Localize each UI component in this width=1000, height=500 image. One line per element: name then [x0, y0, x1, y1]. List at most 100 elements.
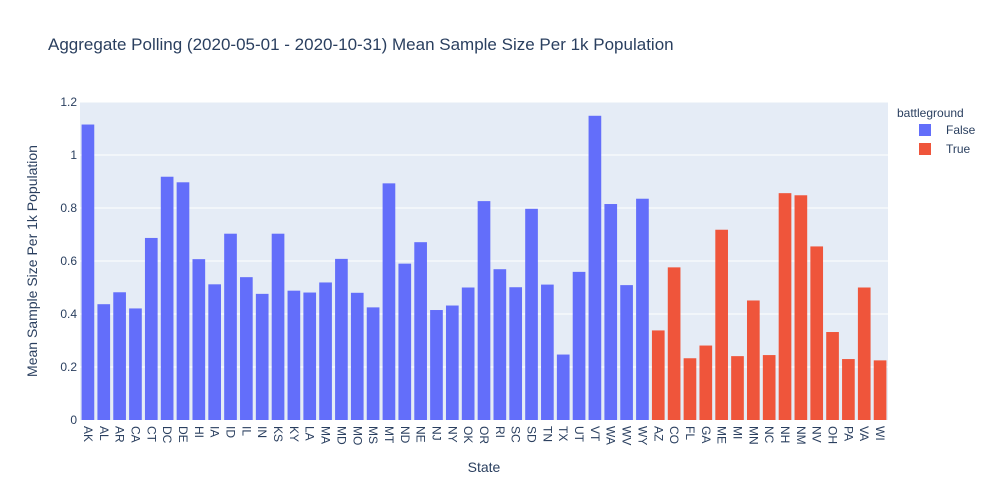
bar-ar[interactable]	[113, 292, 126, 420]
bar-mn[interactable]	[746, 300, 760, 420]
x-tick-label: FL	[683, 426, 697, 440]
bar-ut[interactable]	[572, 271, 586, 420]
bar-la[interactable]	[303, 292, 317, 420]
x-tick-label: MD	[334, 426, 348, 445]
x-tick-label: MN	[746, 426, 760, 445]
bar-ma[interactable]	[319, 282, 332, 420]
x-tick-label: NH	[778, 426, 792, 443]
bar-nh[interactable]	[778, 193, 792, 420]
bar-ak[interactable]	[81, 124, 95, 421]
chart-title: Aggregate Polling (2020-05-01 - 2020-10-…	[48, 35, 674, 54]
x-tick-label: WI	[873, 426, 887, 441]
bar-id[interactable]	[224, 233, 237, 420]
x-tick-label: MO	[350, 426, 364, 445]
bar-oh[interactable]	[826, 332, 839, 420]
x-tick-label: VA	[857, 426, 871, 441]
legend-label-false[interactable]: False	[946, 123, 976, 137]
bar-ks[interactable]	[271, 233, 285, 420]
x-tick-label: KS	[271, 426, 285, 442]
x-tick-label: CT	[144, 426, 158, 443]
bar-wa[interactable]	[604, 204, 618, 420]
bar-mo[interactable]	[350, 292, 364, 420]
x-tick-label: SD	[525, 426, 539, 443]
y-tick-label: 0.8	[60, 201, 77, 215]
bar-tx[interactable]	[556, 354, 570, 420]
x-tick-label: AR	[113, 426, 127, 443]
bar-ri[interactable]	[493, 269, 507, 420]
bar-dc[interactable]	[160, 176, 174, 420]
bar-ok[interactable]	[461, 287, 475, 421]
x-tick-label: NV	[810, 426, 824, 443]
bar-md[interactable]	[335, 258, 348, 420]
bar-ny[interactable]	[445, 305, 459, 420]
bar-nj[interactable]	[430, 310, 443, 420]
bar-me[interactable]	[715, 229, 728, 420]
bar-ga[interactable]	[699, 345, 713, 420]
x-tick-label: SC	[509, 426, 523, 443]
x-tick-label: IN	[255, 426, 269, 438]
bar-pa[interactable]	[842, 359, 855, 420]
bar-or[interactable]	[477, 201, 491, 420]
y-tick-label: 0.4	[60, 307, 77, 321]
bar-de[interactable]	[176, 182, 190, 420]
bar-ky[interactable]	[287, 290, 301, 420]
x-tick-label: MT	[382, 426, 396, 444]
bar-ia[interactable]	[208, 284, 222, 420]
x-tick-label: HI	[192, 426, 206, 438]
x-tick-label: TN	[540, 426, 554, 442]
x-tick-label: WV	[620, 426, 634, 445]
bar-hi[interactable]	[192, 259, 206, 420]
bar-nc[interactable]	[762, 355, 776, 420]
bar-mi[interactable]	[731, 356, 744, 420]
y-tick-label: 0.6	[60, 254, 77, 268]
bar-co[interactable]	[667, 267, 681, 420]
x-tick-label: DE	[176, 426, 190, 443]
bar-al[interactable]	[97, 304, 111, 420]
bar-wv[interactable]	[620, 285, 633, 420]
x-tick-label: OR	[477, 426, 491, 444]
legend-swatch-false[interactable]	[919, 124, 931, 136]
legend-label-true[interactable]: True	[946, 142, 971, 156]
x-tick-label: ME	[715, 426, 729, 444]
bar-vt[interactable]	[588, 115, 602, 420]
bar-in[interactable]	[255, 293, 269, 420]
bar-sc[interactable]	[509, 287, 523, 420]
x-tick-label: NJ	[429, 426, 443, 441]
legend-swatch-true[interactable]	[919, 143, 931, 155]
x-tick-label: UT	[572, 426, 586, 443]
x-tick-label: AL	[97, 426, 111, 441]
bar-il[interactable]	[240, 277, 253, 420]
x-tick-label: OH	[826, 426, 840, 444]
y-tick-label: 0.2	[60, 360, 77, 374]
x-tick-label: WY	[635, 426, 649, 445]
x-tick-label: VT	[588, 426, 602, 442]
bar-ms[interactable]	[366, 307, 380, 420]
bar-wy[interactable]	[636, 198, 649, 420]
bar-az[interactable]	[651, 330, 665, 420]
x-tick-label: NE	[414, 426, 428, 443]
bar-wi[interactable]	[873, 360, 887, 420]
x-tick-label: MS	[366, 426, 380, 444]
bar-nv[interactable]	[810, 246, 824, 420]
bar-va[interactable]	[857, 287, 871, 421]
bar-ct[interactable]	[144, 237, 158, 420]
bar-ca[interactable]	[129, 308, 142, 420]
x-tick-label: MI	[730, 426, 744, 439]
x-tick-label: KY	[287, 426, 301, 442]
x-tick-label: NC	[762, 426, 776, 444]
y-tick-label: 1	[70, 148, 77, 162]
y-tick-label: 0	[70, 413, 77, 427]
x-tick-label: WA	[604, 426, 618, 445]
y-axis-title: Mean Sample Size Per 1k Population	[24, 145, 40, 377]
bar-nd[interactable]	[398, 263, 412, 420]
bar-tn[interactable]	[541, 284, 554, 420]
x-tick-label: OK	[461, 426, 475, 443]
y-tick-label: 1.2	[60, 95, 77, 109]
bar-sd[interactable]	[525, 208, 538, 420]
x-tick-label: PA	[841, 426, 855, 441]
x-tick-label: CO	[667, 426, 681, 444]
bar-nm[interactable]	[794, 195, 808, 420]
bar-ne[interactable]	[414, 242, 427, 420]
bar-mt[interactable]	[382, 183, 396, 420]
bar-fl[interactable]	[683, 358, 697, 420]
